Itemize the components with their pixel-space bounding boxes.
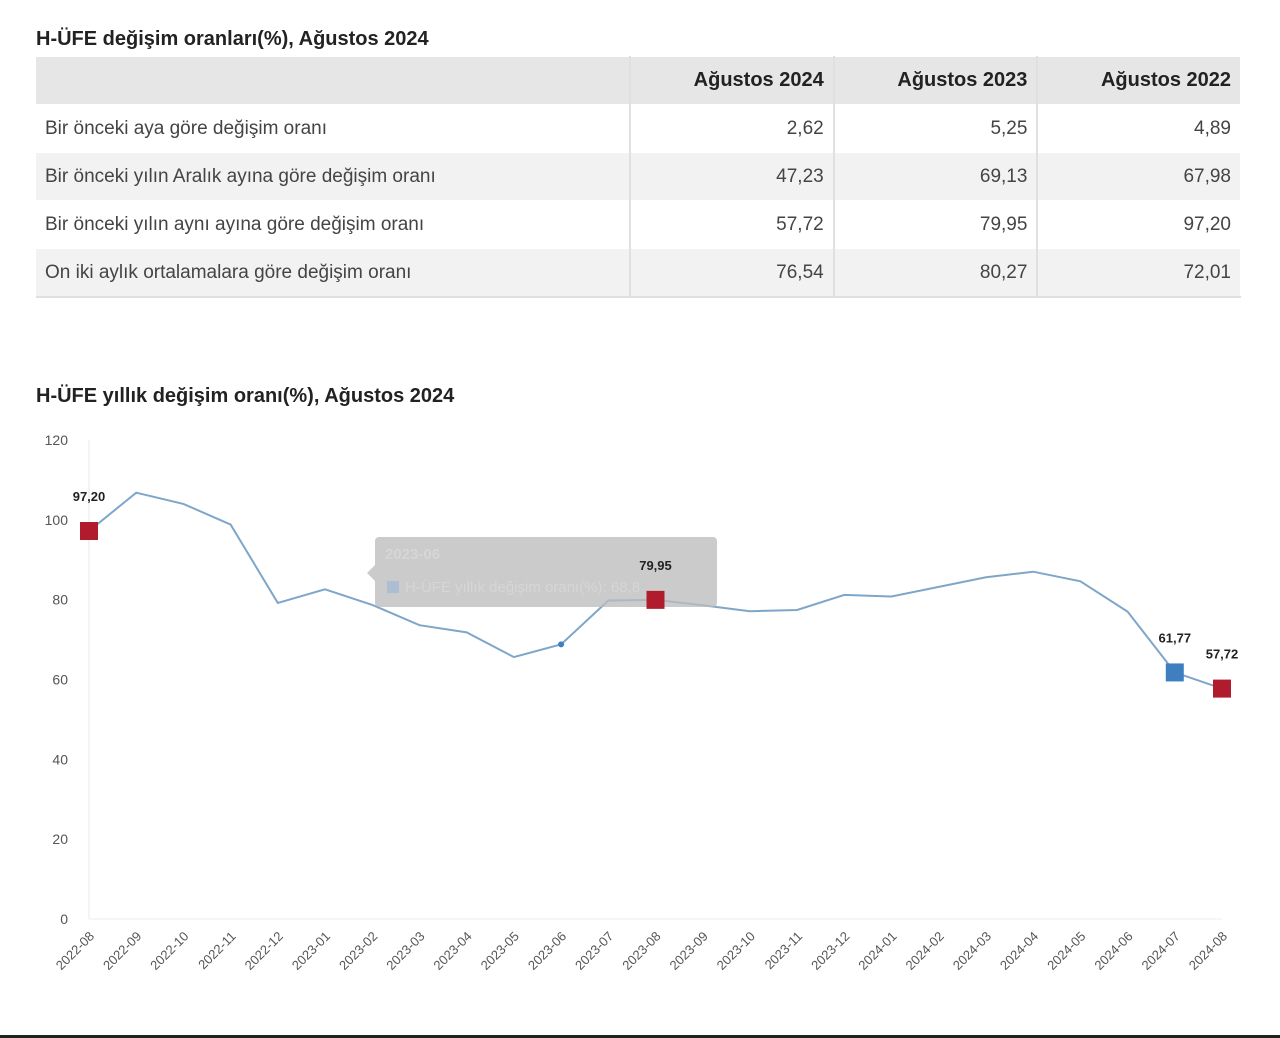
data-label: 79,95 (639, 558, 672, 573)
x-tick-label: 2023-01 (289, 929, 333, 973)
x-tick-label: 2023-08 (619, 929, 663, 973)
x-tick-label: 2022-12 (242, 929, 286, 973)
cell-value: 47,23 (629, 152, 835, 201)
tooltip-legend-swatch (387, 581, 399, 593)
cell-value: 4,89 (1036, 104, 1242, 153)
header-2024: Ağustos 2024 (629, 56, 835, 105)
highlight-marker (80, 522, 98, 541)
data-label: 57,72 (1206, 647, 1239, 662)
row-label: Bir önceki aya göre değişim oranı (36, 104, 631, 153)
cell-value: 57,72 (629, 200, 835, 249)
cell-value: 5,25 (832, 104, 1038, 153)
highlight-marker (1213, 679, 1231, 698)
tooltip-box (367, 537, 717, 607)
x-tick-label: 2024-03 (950, 929, 994, 973)
bottom-divider (0, 1035, 1280, 1038)
tooltip-text: H-ÜFE yıllık değişim oranı(%): 68,8 (405, 578, 640, 596)
x-tick-label: 2023-07 (572, 929, 616, 973)
x-tick-label: 2024-07 (1139, 929, 1183, 973)
header-2023: Ağustos 2023 (832, 56, 1038, 105)
x-tick-label: 2023-02 (336, 929, 380, 973)
y-tick-label: 60 (52, 672, 68, 688)
x-tick-label: 2024-06 (1091, 929, 1135, 973)
chart-title: H-ÜFE yıllık değişim oranı(%), Ağustos 2… (36, 385, 455, 407)
rates-table: Ağustos 2024 Ağustos 2023 Ağustos 2022 B… (36, 56, 1242, 298)
cell-value: 80,27 (832, 248, 1038, 298)
x-tick-label: 2023-06 (525, 929, 569, 973)
y-tick-label: 40 (52, 751, 68, 767)
cell-value: 2,62 (629, 104, 835, 153)
y-tick-label: 20 (52, 831, 68, 847)
x-tick-label: 2023-10 (714, 929, 758, 973)
x-tick-label: 2024-02 (903, 929, 947, 973)
row-label: On iki aylık ortalamalara göre değişim o… (36, 248, 631, 298)
highlight-marker (1165, 663, 1184, 682)
x-tick-label: 2022-10 (147, 929, 191, 973)
cell-value: 79,95 (832, 200, 1038, 249)
data-label: 97,20 (73, 489, 106, 504)
x-tick-label: 2023-04 (430, 929, 474, 973)
row-label: Bir önceki yılın aynı ayına göre değişim… (36, 200, 631, 249)
x-tick-label: 2023-09 (666, 929, 710, 973)
y-tick-label: 100 (45, 512, 69, 528)
hover-point (558, 641, 565, 648)
x-tick-label: 2024-05 (1044, 929, 1088, 973)
table-title: H-ÜFE değişim oranları(%), Ağustos 2024 (36, 28, 429, 50)
table-row: Bir önceki yılın Aralık ayına göre değiş… (36, 152, 1242, 201)
table-row: Bir önceki yılın aynı ayına göre değişim… (36, 200, 1242, 249)
x-tick-label: 2022-11 (195, 929, 239, 973)
x-tick-label: 2024-01 (855, 929, 899, 973)
cell-value: 67,98 (1036, 152, 1242, 201)
x-tick-label: 2022-08 (53, 929, 97, 973)
x-tick-label: 2022-09 (100, 929, 144, 973)
x-tick-label: 2023-11 (762, 929, 806, 973)
cell-value: 72,01 (1036, 248, 1242, 298)
x-tick-label: 2023-03 (383, 929, 427, 973)
table-row: Bir önceki aya göre değişim oranı 2,62 5… (36, 104, 1242, 153)
x-tick-label: 2024-08 (1186, 929, 1230, 973)
highlight-marker (646, 590, 665, 609)
data-label: 61,77 (1159, 630, 1192, 645)
y-tick-label: 0 (60, 911, 68, 927)
table-row: On iki aylık ortalamalara göre değişim o… (36, 248, 1242, 298)
tooltip-category: 2023-06 (385, 546, 440, 563)
cell-value: 76,54 (629, 248, 835, 298)
header-2022: Ağustos 2022 (1036, 56, 1242, 105)
y-tick-label: 120 (45, 432, 69, 448)
x-tick-label: 2024-04 (997, 929, 1041, 973)
header-empty (36, 56, 631, 105)
table-header-row: Ağustos 2024 Ağustos 2023 Ağustos 2022 (36, 56, 1242, 105)
cell-value: 69,13 (832, 152, 1038, 201)
x-tick-label: 2023-05 (478, 929, 522, 973)
row-label: Bir önceki yılın Aralık ayına göre değiş… (36, 152, 631, 201)
cell-value: 97,20 (1036, 200, 1242, 249)
x-tick-label: 2023-12 (808, 929, 852, 973)
y-tick-label: 80 (52, 592, 68, 608)
